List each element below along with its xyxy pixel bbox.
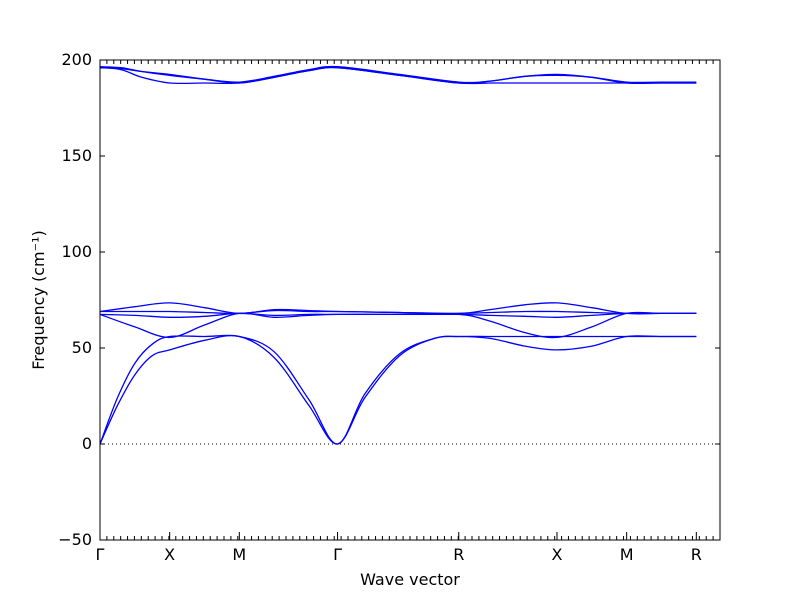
band-line-3 (99, 311, 697, 339)
y-tick-label: 50 (72, 338, 92, 357)
y-tick-label: 100 (61, 242, 92, 261)
x-tick-label: R (691, 545, 702, 564)
x-tick-label: X (164, 545, 175, 564)
x-tick-label: Γ (96, 545, 105, 564)
plot-frame (99, 59, 721, 541)
y-tick-label: 0 (82, 434, 92, 453)
y-tick-label: −50 (58, 530, 92, 549)
x-tick-label: R (453, 545, 464, 564)
x-tick-label: M (232, 545, 246, 564)
y-tick-label: 200 (61, 50, 92, 69)
phonon-bands (99, 65, 697, 445)
x-tick-label: X (552, 545, 563, 564)
y-axis-label: Frequency (cm⁻¹) (29, 230, 48, 369)
x-axis-label: Wave vector (360, 570, 460, 589)
band-line-1 (99, 334, 697, 445)
y-tick-label: 150 (61, 146, 92, 165)
band-line-9 (99, 65, 697, 84)
band-line-4 (99, 312, 697, 318)
x-tick-label: M (620, 545, 634, 564)
band-line-8 (99, 66, 697, 85)
band-line-2 (99, 334, 697, 445)
x-tick-label: Γ (333, 545, 342, 564)
band-line-6 (99, 302, 697, 315)
